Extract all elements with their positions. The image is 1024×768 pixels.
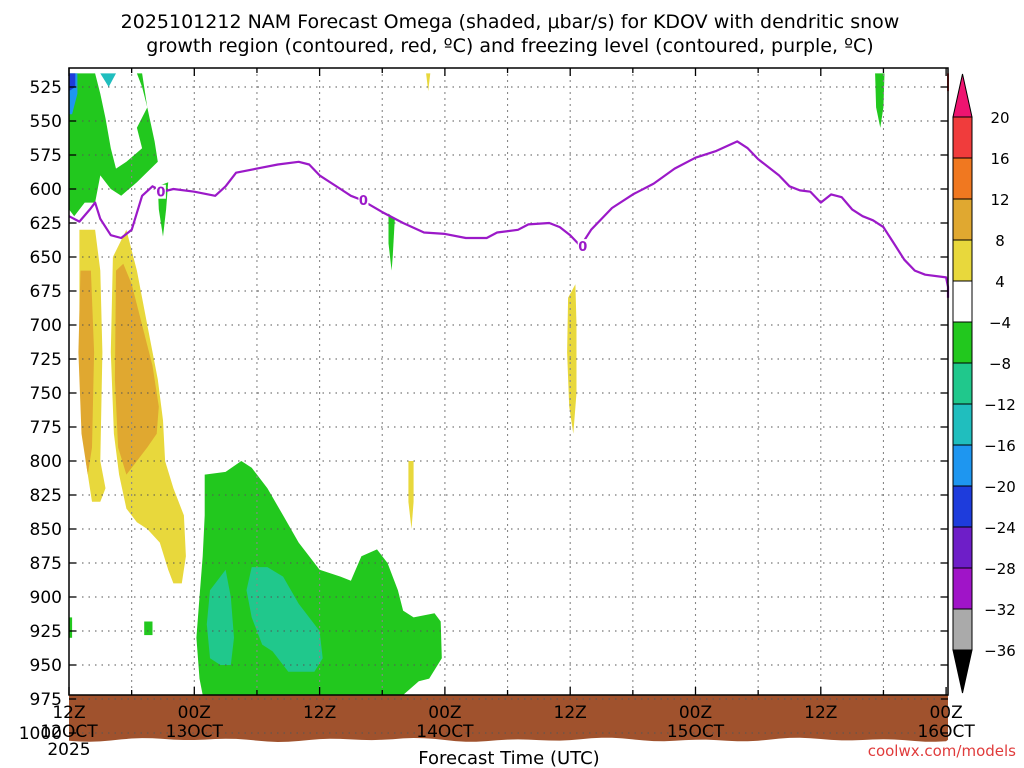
y-tick-label-800: 800 [30, 452, 62, 472]
x-tick-date-84: 16OCT [917, 722, 975, 742]
freezing-label-1: 0 [359, 194, 368, 209]
omega-region-14 [144, 621, 153, 636]
omega-region-7 [100, 73, 116, 87]
colorbar-label-13: −36 [984, 642, 1016, 660]
colorbar-segment-1 [952, 116, 973, 159]
colorbar-label-12: −32 [984, 601, 1016, 619]
x-tick-time-84: 00Z [929, 703, 962, 723]
terrain-strip [69, 695, 948, 742]
credit-text: coolwx.com/models [868, 742, 1016, 760]
y-tick-label-875: 875 [30, 554, 62, 574]
colorbar-arrow-top [952, 73, 973, 118]
colorbar-segment-2 [952, 157, 973, 200]
colorbar-label-2: 12 [990, 191, 1009, 209]
colorbar-segment-12 [952, 567, 973, 610]
colorbar-segment-7 [952, 362, 973, 405]
x-tick-time-24: 12Z [303, 703, 336, 723]
y-tick-label-850: 850 [30, 520, 62, 540]
colorbar-label-9: −20 [984, 478, 1016, 496]
freezing-label-bg-1 [358, 192, 369, 207]
y-tick-label-925: 925 [30, 622, 62, 642]
colorbar-segment-5 [952, 280, 973, 323]
colorbar-label-4: 4 [995, 273, 1005, 291]
colorbar-label-10: −24 [984, 519, 1016, 537]
y-tick-label-700: 700 [30, 316, 62, 336]
plot-area: 0 0 0 [68, 67, 950, 742]
omega-region-12 [206, 569, 234, 665]
colorbar-label-6: −8 [989, 355, 1011, 373]
colorbar-label-3: 8 [995, 232, 1005, 250]
x-tick-year-0: 2025 [47, 740, 90, 760]
colorbar-segment-3 [952, 198, 973, 241]
chart-title-line1: 2025101212 NAM Forecast Omega (shaded, μ… [121, 11, 900, 33]
x-tick-time-72: 12Z [804, 703, 837, 723]
freezing-label-bg-0 [155, 184, 166, 199]
y-tick-label-975: 975 [30, 690, 62, 710]
chart-title-line2: growth region (contoured, red, ºC) and f… [146, 35, 873, 57]
colorbar-label-5: −4 [989, 314, 1011, 332]
colorbar-segment-13 [952, 608, 973, 651]
freezing-label-0: 0 [156, 186, 165, 201]
y-tick-label-725: 725 [30, 350, 62, 370]
x-tick-date-36: 14OCT [416, 722, 474, 742]
y-tick-label-750: 750 [30, 384, 62, 404]
colorbar-arrow-bottom [952, 649, 973, 694]
x-tick-time-0: 12Z [52, 703, 85, 723]
y-tick-label-900: 900 [30, 588, 62, 608]
colorbar-segment-6 [952, 321, 973, 364]
colorbar-segment-11 [952, 526, 973, 569]
omega-region-3 [114, 263, 159, 475]
y-tick-label-675: 675 [30, 282, 62, 302]
x-tick-date-0: 12OCT [40, 722, 98, 742]
omega-region-1 [78, 270, 95, 475]
plot-frame [68, 67, 949, 696]
colorbar-segment-9 [952, 444, 973, 487]
y-tick-label-625: 625 [30, 214, 62, 234]
y-tick-label-825: 825 [30, 486, 62, 506]
y-tick-label-775: 775 [30, 418, 62, 438]
colorbar-segment-8 [952, 403, 973, 446]
colorbar-label-0: 20 [990, 109, 1009, 127]
colorbar-label-7: −12 [984, 396, 1016, 414]
y-tick-label-950: 950 [30, 656, 62, 676]
colorbar-label-8: −16 [984, 437, 1016, 455]
omega-region-17 [408, 461, 414, 529]
freezing-level-line [68, 140, 950, 298]
y-tick-label-550: 550 [30, 112, 62, 132]
omega-region-18 [426, 73, 431, 92]
x-tick-time-48: 12Z [554, 703, 587, 723]
x-tick-date-60: 15OCT [667, 722, 725, 742]
colorbar-segment-10 [952, 485, 973, 528]
y-tick-label-600: 600 [30, 180, 62, 200]
colorbar-segment-4 [952, 239, 973, 282]
omega-region-15 [69, 617, 73, 638]
x-axis-label: Forecast Time (UTC) [418, 748, 599, 768]
x-tick-time-36: 00Z [428, 703, 461, 723]
x-tick-time-60: 00Z [679, 703, 712, 723]
omega-region-13 [246, 567, 323, 672]
omega-region-16 [567, 284, 577, 434]
y-tick-label-575: 575 [30, 146, 62, 166]
y-tick-label-1000: 1000 [19, 724, 62, 744]
colorbar-label-11: −28 [984, 560, 1016, 578]
x-tick-date-12: 13OCT [166, 722, 224, 742]
y-tick-label-650: 650 [30, 248, 62, 268]
colorbar-label-1: 16 [990, 150, 1009, 168]
omega-region-9 [388, 213, 395, 271]
freezing-label-bg-2 [577, 239, 588, 254]
omega-region-4 [69, 73, 158, 217]
y-tick-label-525: 525 [30, 78, 62, 98]
freezing-label-2: 0 [578, 240, 587, 255]
x-tick-time-12: 00Z [178, 703, 211, 723]
